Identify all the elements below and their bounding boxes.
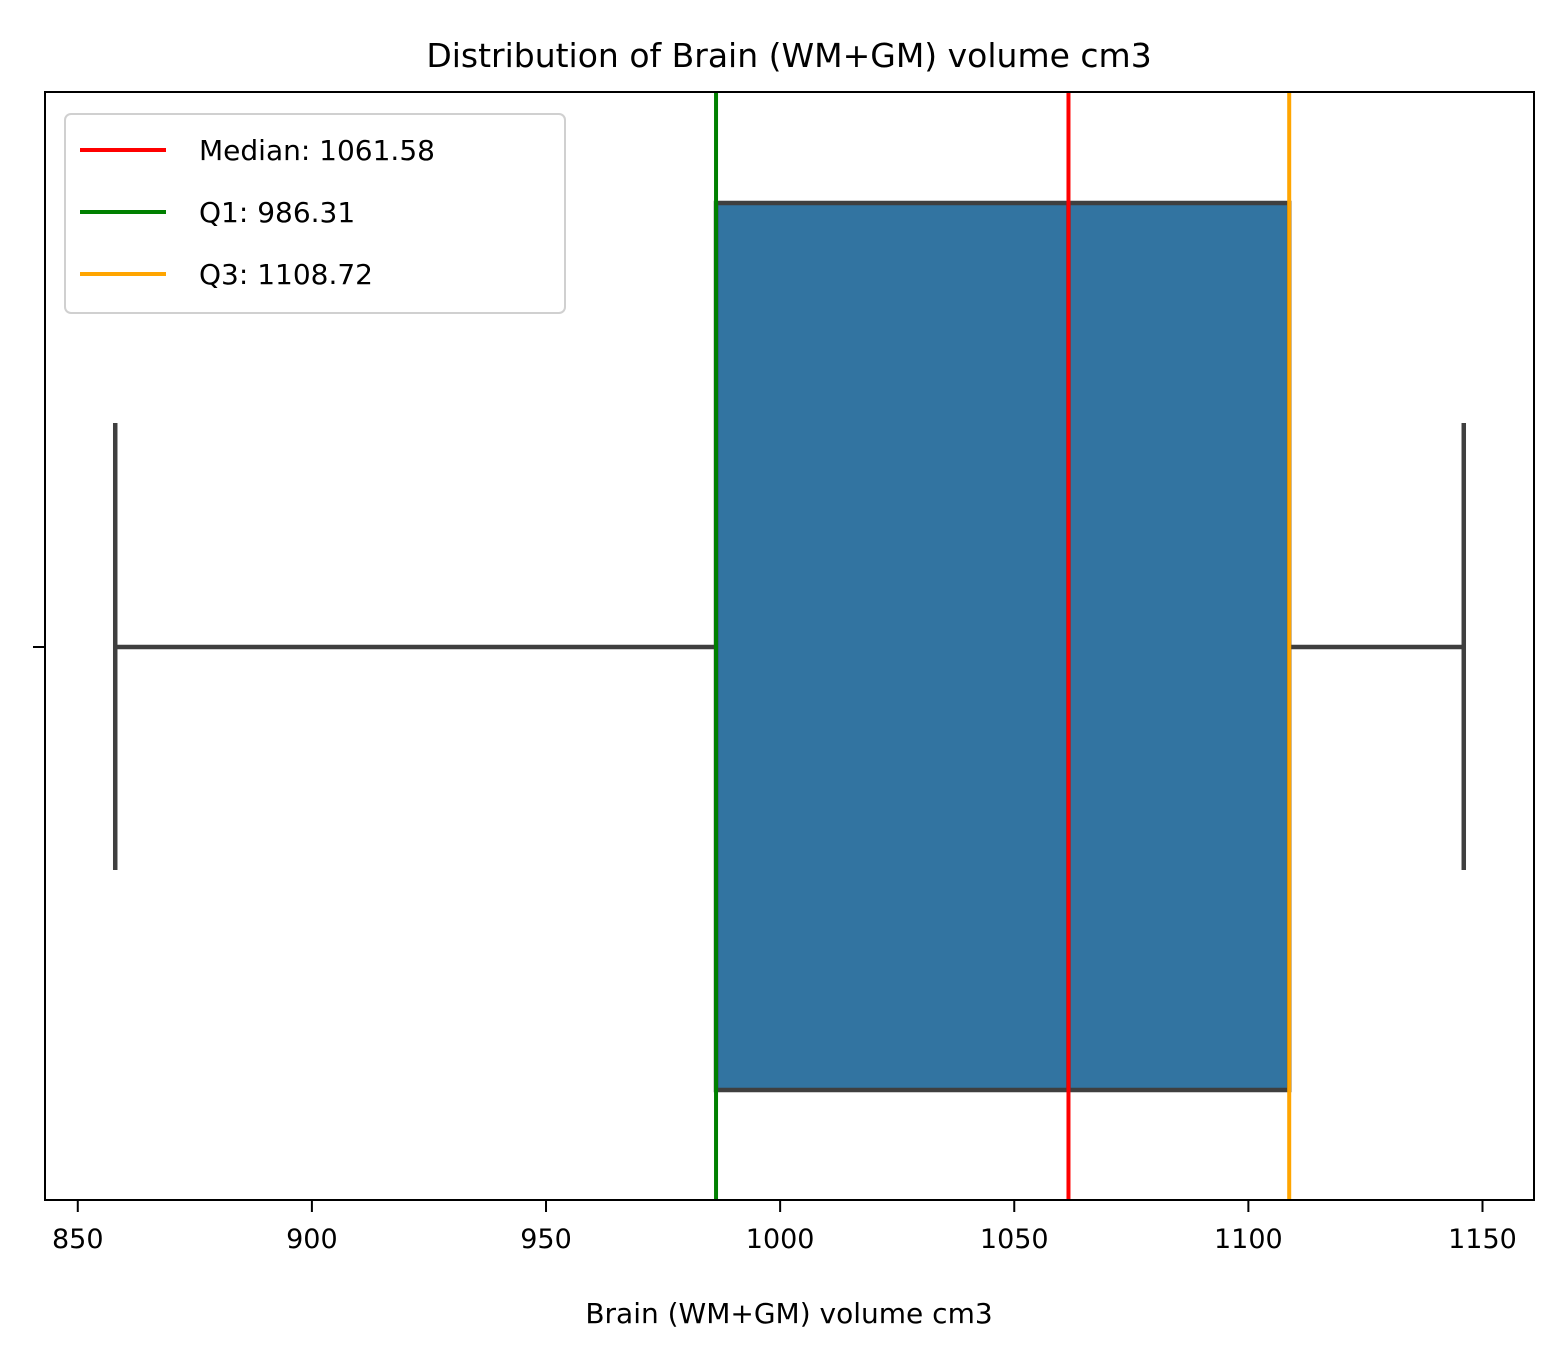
- x-tick-label-850: 850: [52, 1224, 104, 1255]
- x-axis-label: Brain (WM+GM) volume cm3: [585, 1297, 992, 1330]
- x-tick-label-1000: 1000: [746, 1224, 815, 1255]
- x-tick-label-1050: 1050: [980, 1224, 1049, 1255]
- legend-label-1: Q1: 986.31: [199, 196, 355, 229]
- x-tick-label-900: 900: [286, 1224, 338, 1255]
- legend-label-2: Q3: 1108.72: [199, 258, 373, 291]
- x-tick-label-1150: 1150: [1448, 1224, 1517, 1255]
- x-tick-label-1100: 1100: [1214, 1224, 1283, 1255]
- x-axis: 850 900 950 1000 1050 1100 1150: [33, 646, 1517, 1255]
- x-tick-label-950: 950: [520, 1224, 572, 1255]
- chart-title: Distribution of Brain (WM+GM) volume cm3: [426, 36, 1151, 75]
- legend: Median: 1061.58 Q1: 986.31 Q3: 1108.72: [64, 113, 566, 314]
- legend-frame: [64, 113, 566, 314]
- iqr-box: [713, 200, 1292, 1093]
- legend-label-0: Median: 1061.58: [199, 134, 435, 167]
